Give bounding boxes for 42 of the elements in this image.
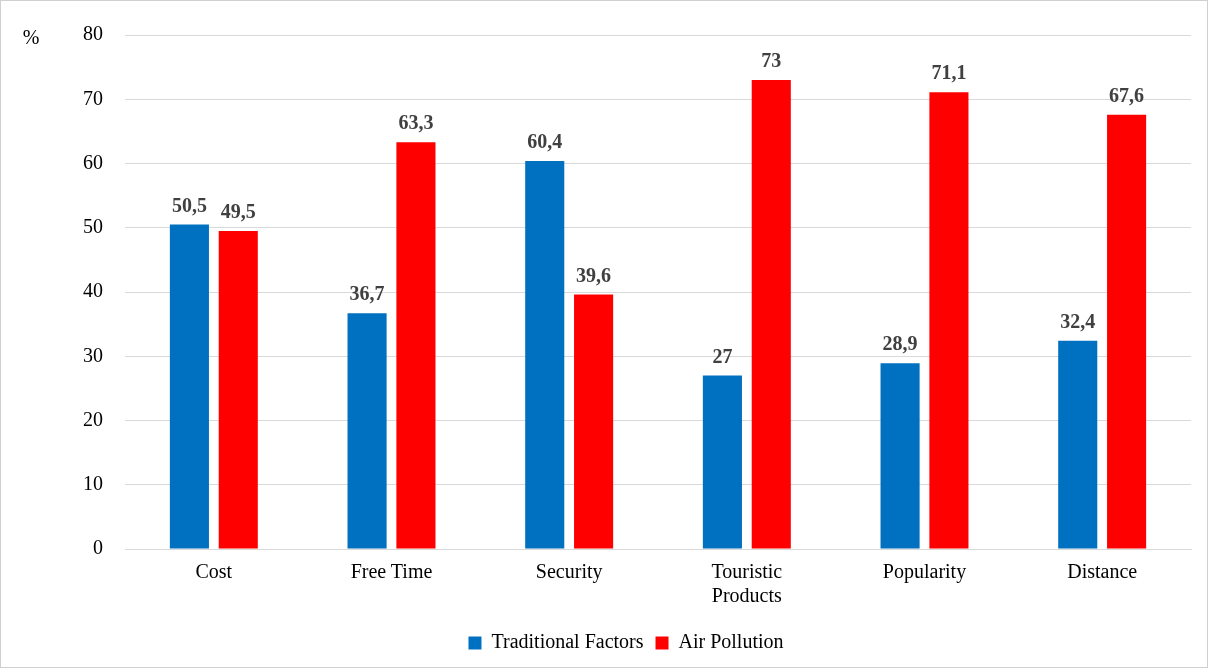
data-label: 71,1 [931,61,967,84]
data-label: 39,6 [576,263,612,286]
x-tick-label: Free Time [350,560,433,583]
bar [396,142,436,549]
x-tick-label: Cost [195,560,233,583]
y-tick-label: 40 [83,279,103,302]
data-label: 49,5 [220,200,256,223]
y-tick-label: 60 [83,150,103,173]
bar [169,224,209,549]
data-label: 28,9 [882,332,918,355]
bar [880,363,920,549]
data-label: 50,5 [171,193,207,216]
y-tick-label: 80 [83,22,103,45]
bar [1058,340,1098,549]
x-tick-label: Popularity [882,560,967,584]
data-label: 36,7 [349,282,385,305]
y-tick-label: 10 [83,472,103,494]
y-tick-label: 20 [83,407,103,430]
bar [218,230,258,549]
y-tick-label: 30 [83,343,103,366]
x-tick-label: Distance [1067,560,1138,583]
data-label: 60,4 [527,130,563,153]
bar [1107,114,1147,549]
bar [347,313,387,549]
legend-label: Traditional Factors [491,630,644,653]
data-label: 73 [761,49,782,72]
data-label: 27 [712,344,733,367]
bar [525,160,565,549]
x-tick-label: Touristic Products [711,560,783,607]
legend-label: Air Pollution [678,630,784,653]
y-tick-label: 70 [83,86,103,109]
data-label: 63,3 [398,111,434,134]
data-label: 67,6 [1109,83,1145,106]
bar [929,92,969,549]
y-tick-label: 50 [83,215,103,237]
bar [751,79,791,549]
bar [702,375,742,549]
x-tick-label: Security [535,560,603,584]
y-axis-title: % [22,26,40,49]
data-label: 32,4 [1060,310,1096,332]
y-tick-label: 0 [93,536,103,559]
bar [574,294,614,549]
